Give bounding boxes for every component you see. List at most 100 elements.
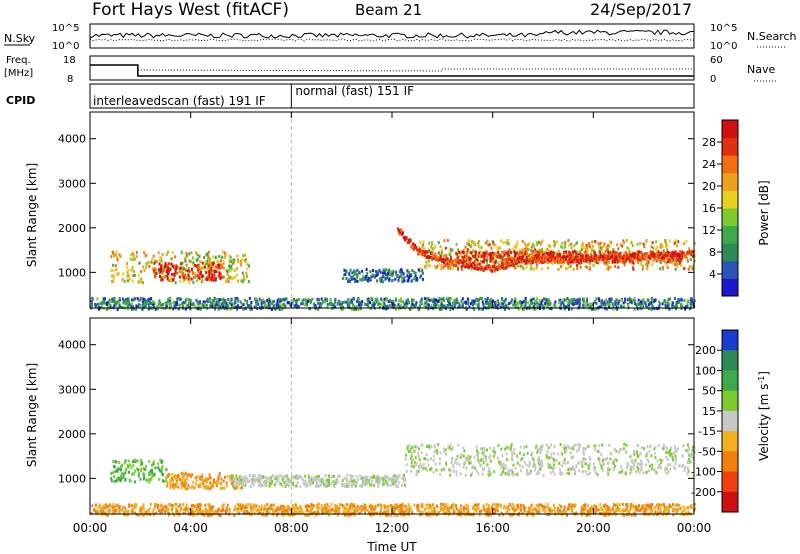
power-cell [468, 266, 471, 270]
power-cell [433, 265, 436, 269]
power-cell [151, 257, 154, 261]
power-cell [148, 304, 150, 308]
velocity-cell [165, 468, 168, 472]
power-cell [233, 258, 236, 262]
power-cell [424, 254, 427, 258]
power-cell [599, 256, 601, 260]
velocity-cell [568, 446, 571, 450]
velocity-cell [481, 458, 484, 462]
velocity-cell [172, 479, 175, 483]
velocity-cell [648, 469, 651, 473]
power-cell [384, 276, 387, 280]
power-cell [638, 250, 641, 254]
power-cell [345, 277, 348, 281]
velocity-cell [681, 465, 684, 469]
velocity-cell [620, 465, 623, 469]
power-cell [549, 303, 551, 307]
power-cell [122, 299, 125, 303]
velocity-cell [430, 466, 433, 470]
cpid-panel-frame [89, 83, 695, 109]
power-cell [547, 305, 550, 309]
velocity-cell [256, 476, 259, 480]
velocity-cell [489, 446, 492, 450]
velocity-cell [258, 484, 261, 487]
power-cell [502, 255, 505, 259]
power-cell [631, 244, 634, 248]
cpid-segment-interleaved: interleavedscan (fast) 191 IF [93, 94, 266, 108]
velocity-cell [406, 507, 409, 511]
velocity-cell [137, 474, 140, 478]
velocity-cell [173, 483, 176, 487]
power-cell [533, 301, 536, 305]
power-cell [377, 302, 380, 306]
power-cell [217, 307, 220, 311]
velocity-cell [613, 458, 616, 461]
velocity-cell [531, 456, 534, 460]
power-cell [155, 260, 158, 263]
velocity-cell [565, 472, 568, 476]
power-cell [514, 258, 517, 262]
power-cell [160, 264, 163, 268]
power-cell [161, 253, 164, 256]
power-cell [444, 246, 447, 250]
power-cell [337, 299, 340, 303]
power-cell [473, 301, 475, 305]
velocity-cell [439, 457, 441, 461]
power-cell [562, 298, 565, 302]
power-cell [246, 262, 249, 266]
power-cell [306, 303, 309, 307]
power-colorbar-tick-label: 8 [709, 246, 716, 259]
velocity-cell [550, 443, 552, 447]
power-cell [132, 274, 135, 278]
velocity-cell [584, 507, 587, 511]
power-cell [343, 268, 346, 272]
velocity-cell [583, 452, 585, 456]
power-cell [181, 250, 183, 254]
power-cell [198, 276, 201, 280]
power-cell [668, 252, 671, 256]
power-cell [175, 303, 178, 307]
velocity-cell [199, 484, 202, 488]
power-cell [205, 271, 208, 274]
power-cell [516, 302, 519, 305]
power-cell [580, 254, 582, 258]
power-cell [466, 241, 469, 245]
velocity-cell [209, 487, 211, 491]
power-cell [608, 244, 611, 248]
power-cell [361, 300, 364, 303]
velocity-cell [481, 447, 484, 451]
velocity-cell [630, 460, 633, 464]
power-cell [421, 253, 424, 257]
power-cell [558, 252, 561, 256]
power-cell [229, 307, 232, 311]
power-cell [641, 252, 644, 256]
power-cell [365, 275, 368, 279]
power-cell [678, 259, 681, 263]
velocity-cell [275, 477, 278, 480]
power-cell [235, 273, 238, 277]
velocity-cell [418, 458, 421, 462]
velocity-cell [401, 484, 403, 488]
power-cell [418, 251, 421, 255]
power-cell [608, 261, 611, 264]
velocity-cell [449, 443, 452, 447]
velocity-cell [118, 477, 121, 480]
power-cell [352, 305, 355, 309]
power-cell [403, 236, 406, 239]
power-cell [584, 265, 587, 269]
velocity-cell [382, 479, 385, 483]
power-cell [537, 240, 540, 244]
velocity-cell [502, 462, 505, 466]
noise-search-series [89, 38, 695, 42]
power-cell [627, 247, 630, 251]
velocity-cell [378, 480, 381, 484]
power-cell [437, 299, 439, 303]
power-cell [90, 303, 93, 307]
velocity-cell [159, 469, 162, 473]
power-cell [657, 250, 660, 254]
velocity-cell [166, 484, 169, 488]
power-cell [112, 305, 115, 309]
power-cell [526, 258, 528, 262]
power-cell [169, 303, 171, 307]
power-cell [612, 258, 615, 262]
